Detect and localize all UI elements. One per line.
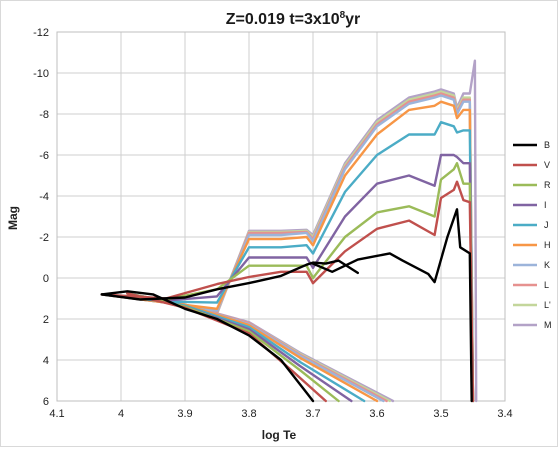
plot-area-border — [56, 31, 506, 402]
y-tick-label: 0 — [43, 273, 49, 285]
y-tick-label: -12 — [33, 27, 49, 39]
x-tick-label: 3.7 — [305, 408, 320, 420]
y-axis-label: Mag — [6, 206, 20, 230]
series-line-B-rgb — [311, 208, 473, 403]
legend-label: H — [544, 240, 551, 250]
legend-label: L — [544, 280, 549, 290]
y-tick-label: -4 — [39, 191, 49, 203]
x-tick-label: 3.6 — [369, 408, 384, 420]
y-tick-label: 2 — [43, 314, 49, 326]
series-line-R-rgb — [311, 161, 475, 403]
legend-label: I — [544, 200, 547, 210]
chart-title: Z=0.019 t=3x108yr — [226, 10, 361, 28]
legend-label: R — [544, 180, 551, 190]
series-line-K-rgb — [311, 94, 475, 403]
series-line-V-upper — [126, 292, 327, 403]
legend-label: L' — [544, 300, 551, 310]
y-tick-label: -8 — [39, 109, 49, 121]
y-tick-label: -10 — [33, 68, 49, 80]
y-tick-label: 6 — [43, 396, 49, 408]
chart-title-main: Z=0.019 t=3x10 — [226, 11, 340, 28]
tick-labels: 4.1 4 3.9 3.8 3.7 3.6 3.5 3.4 -12 -10 -8 -6 -4 -2 0 2 4 6 — [33, 27, 513, 420]
series-line-M-rgb — [311, 59, 478, 403]
y-tick-label: -2 — [39, 232, 49, 244]
x-tick-label: 3.5 — [433, 408, 448, 420]
legend-label: V — [544, 160, 550, 170]
x-tick-label: 3.9 — [177, 408, 192, 420]
legend-label: J — [544, 220, 549, 230]
chart-title-exponent: 8 — [340, 10, 346, 21]
legend-label: M — [544, 320, 552, 330]
x-tick-label: 3.4 — [497, 408, 512, 420]
legend-label: K — [544, 260, 550, 270]
x-tick-label: 3.8 — [241, 408, 256, 420]
series-line-V-rgb — [311, 180, 475, 403]
series-line-H-rgb — [311, 100, 475, 403]
series-line-Lprime-rgb — [311, 90, 475, 403]
legend-label: B — [544, 140, 550, 150]
series-line-I-rgb — [311, 153, 475, 403]
series-lines — [100, 59, 478, 403]
series-line-B-upper — [100, 290, 315, 403]
series-line-B-lower — [100, 259, 359, 301]
x-axis-label: log Te — [262, 428, 297, 442]
x-tick-label: 4.1 — [49, 408, 64, 420]
series-line-J-rgb — [311, 120, 475, 403]
y-tick-label: 4 — [43, 355, 49, 367]
chart-title-tail: yr — [345, 11, 360, 28]
y-tick-label: -6 — [39, 150, 49, 162]
x-tick-label: 4 — [118, 408, 124, 420]
series-line-K-upper — [126, 292, 385, 403]
